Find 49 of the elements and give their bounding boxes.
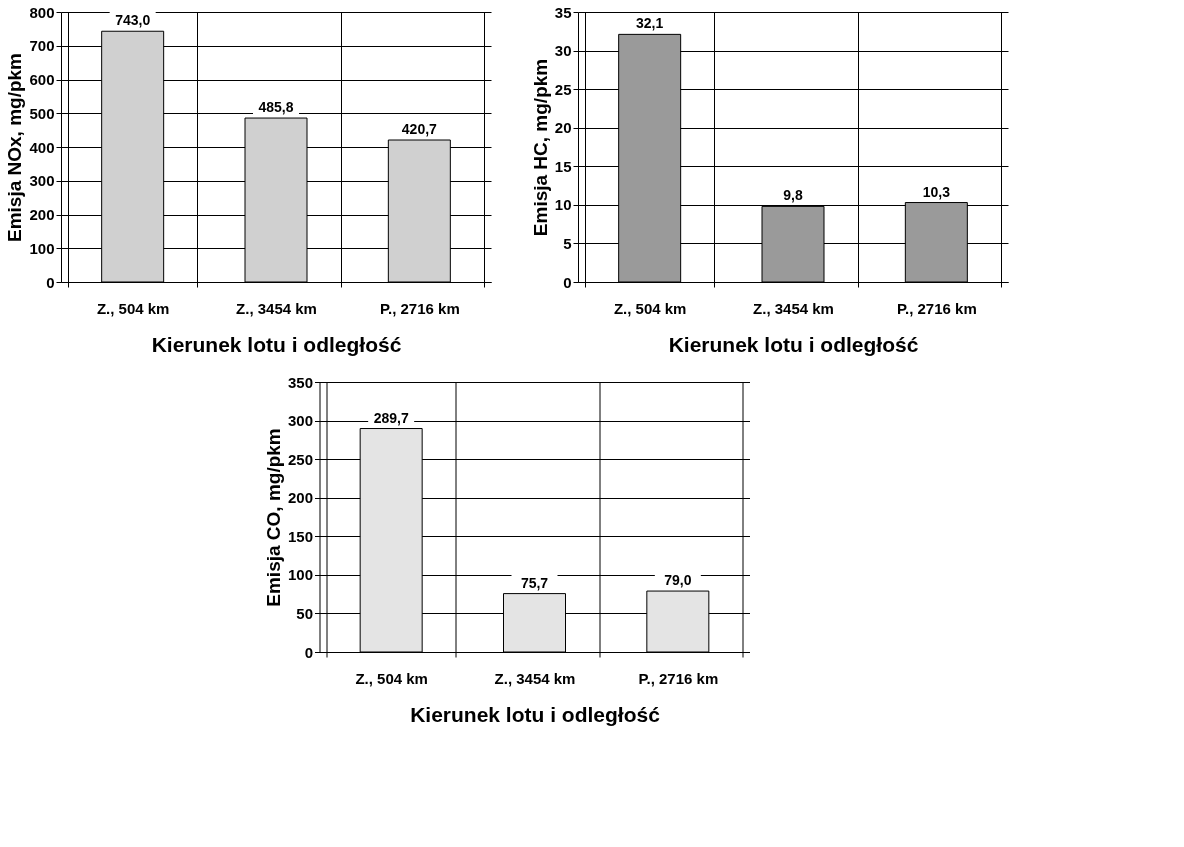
y-tick-label: 400 <box>29 138 55 156</box>
x-axis-title: Kierunek lotu i odległość <box>410 702 661 726</box>
data-label: 289,7 <box>373 409 409 426</box>
x-tick-label: Z., 504 km <box>613 299 687 317</box>
x-tick-label: Z., 504 km <box>355 669 428 687</box>
y-tick-label: 500 <box>29 104 55 122</box>
y-axis-title: Emisja NOx, mg/pkm <box>4 52 26 243</box>
y-tick-label: 150 <box>287 527 313 545</box>
y-tick-label: 0 <box>563 273 572 291</box>
x-tick-label: P., 2716 km <box>638 669 719 687</box>
data-label: 75,7 <box>520 574 549 591</box>
y-tick-label: 250 <box>287 450 313 468</box>
y-axis-title: Emisja HC, mg/pkm <box>529 58 551 237</box>
x-axis-title: Kierunek lotu i odległość <box>151 332 402 356</box>
x-tick-label: Z., 3454 km <box>236 299 317 317</box>
data-label: 9,8 <box>783 187 803 204</box>
y-tick-label: 100 <box>287 566 313 584</box>
x-tick-label: Z., 3454 km <box>494 669 576 687</box>
y-tick-label: 700 <box>29 37 55 55</box>
data-label: 79,0 <box>664 572 692 589</box>
y-tick-label: 0 <box>46 273 55 291</box>
y-tick-label: 350 <box>287 373 313 391</box>
y-tick-label: 10 <box>554 196 572 214</box>
data-label: 743,0 <box>115 12 151 29</box>
y-tick-label: 200 <box>287 489 313 507</box>
y-tick-label: 25 <box>554 80 572 98</box>
y-tick-label: 35 <box>554 3 572 21</box>
y-tick-label: 30 <box>554 42 572 60</box>
x-tick-label: Z., 3454 km <box>753 299 834 317</box>
y-tick-label: 15 <box>554 157 572 175</box>
data-label: 32,1 <box>636 15 664 32</box>
y-tick-label: 50 <box>296 604 313 622</box>
data-label: 485,8 <box>258 99 294 116</box>
y-tick-label: 300 <box>29 172 55 190</box>
x-tick-label: P., 2716 km <box>896 299 977 317</box>
x-tick-label: P., 2716 km <box>379 299 460 317</box>
data-label: 420,7 <box>401 121 438 138</box>
y-tick-label: 600 <box>29 71 55 88</box>
x-axis-title: Kierunek lotu i odległość <box>668 332 919 356</box>
data-label: 10,3 <box>922 183 951 200</box>
y-tick-label: 20 <box>554 119 572 137</box>
y-tick-label: 300 <box>287 412 313 430</box>
y-tick-label: 100 <box>29 239 55 257</box>
y-tick-label: 5 <box>563 234 572 252</box>
y-axis-title: Emisja CO, mg/pkm <box>262 428 284 607</box>
x-tick-label: Z., 504 km <box>96 299 170 317</box>
y-tick-label: 200 <box>29 206 55 223</box>
y-tick-label: 0 <box>304 643 313 661</box>
y-tick-label: 800 <box>29 3 55 21</box>
